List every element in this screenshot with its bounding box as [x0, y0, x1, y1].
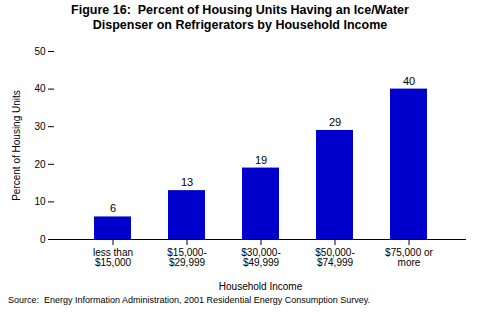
svg-text:40: 40	[403, 75, 415, 87]
svg-text:19: 19	[255, 154, 267, 166]
html-text:Figure 16: Percent of Housing: Figure 16: Percent of Housing Units Havi…	[71, 3, 409, 32]
svg-text:30: 30	[34, 121, 46, 132]
svg-text:6: 6	[110, 202, 116, 214]
svg-text:$30,000-$49,999: $30,000-$49,999	[241, 247, 280, 268]
svg-text:$75,000 ormore: $75,000 ormore	[385, 247, 433, 268]
svg-text:40: 40	[34, 83, 46, 94]
svg-text:13: 13	[181, 176, 193, 188]
svg-text:20: 20	[34, 159, 46, 170]
svg-text:Percent of Housing Units: Percent of Housing Units	[11, 90, 22, 201]
svg-text:less than$15,000: less than$15,000	[93, 247, 133, 268]
svg-text:$15,000-$29,999: $15,000-$29,999	[167, 247, 206, 268]
svg-text:29: 29	[329, 116, 341, 128]
svg-text:Household Income: Household Income	[219, 281, 303, 292]
html-text:Source: Energy Information Adm: Source: Energy Information Administratio…	[8, 295, 370, 305]
svg-text:$50,000-$74,999: $50,000-$74,999	[315, 247, 354, 268]
svg-text:10: 10	[34, 196, 46, 207]
svg-text:50: 50	[34, 46, 46, 57]
svg-text:0: 0	[40, 234, 46, 245]
